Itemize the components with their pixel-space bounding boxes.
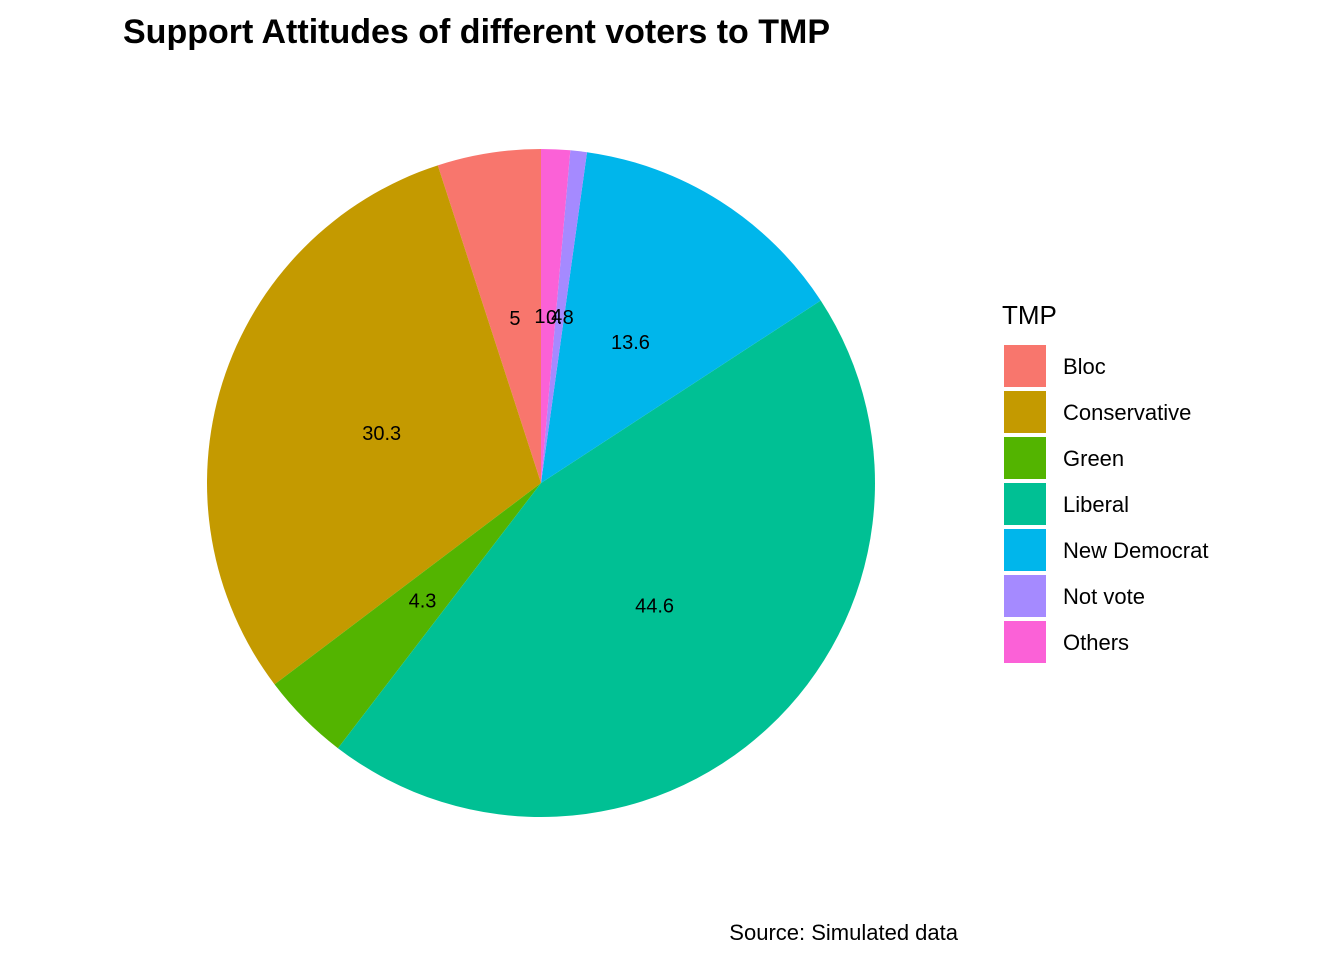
legend-key-new-democrat — [1004, 529, 1046, 571]
chart-caption: Source: Simulated data — [729, 920, 958, 945]
pie-slice-green — [274, 483, 541, 749]
legend-label-green: Green — [1063, 446, 1124, 471]
legend-label-new-democrat: New Democrat — [1063, 538, 1208, 563]
legend-label-liberal: Liberal — [1063, 492, 1129, 517]
legend-key-liberal — [1004, 483, 1046, 525]
legend-label-bloc: Bloc — [1063, 354, 1106, 379]
legend-key-green — [1004, 437, 1046, 479]
slice-label-new-democrat: 13.6 — [611, 332, 650, 354]
pie-slice-new-democrat — [541, 152, 821, 483]
chart-title: Support Attitudes of different voters to… — [123, 13, 830, 51]
legend: TMP Bloc Conservative Green Liberal New Demo… — [1002, 300, 1208, 663]
pie-slice-liberal — [337, 300, 875, 817]
slice-label-not-vote: 0.8 — [546, 307, 574, 329]
slice-label-bloc: 5 — [509, 308, 520, 330]
slice-label-conservative: 30.3 — [362, 423, 401, 445]
slice-label-others: 1.4 — [534, 306, 562, 328]
legend-key-others — [1004, 621, 1046, 663]
pie-slice-bloc — [437, 149, 541, 483]
legend-label-others: Others — [1063, 630, 1129, 655]
legend-key-bloc — [1004, 345, 1046, 387]
pie-slices — [207, 149, 875, 817]
pie-slice-labels: 5 30.3 4.3 44.6 13.6 0.81.4 — [362, 306, 674, 617]
pie-slice-others — [541, 149, 571, 483]
legend-title: TMP — [1002, 300, 1057, 330]
pie-slice-not-vote — [541, 150, 588, 484]
legend-key-conservative — [1004, 391, 1046, 433]
slice-label-liberal: 44.6 — [635, 595, 674, 617]
pie-slice-conservative — [207, 165, 541, 685]
legend-label-conservative: Conservative — [1063, 400, 1191, 425]
legend-label-not-vote: Not vote — [1063, 584, 1145, 609]
legend-key-not-vote — [1004, 575, 1046, 617]
slice-label-green: 4.3 — [409, 591, 437, 613]
